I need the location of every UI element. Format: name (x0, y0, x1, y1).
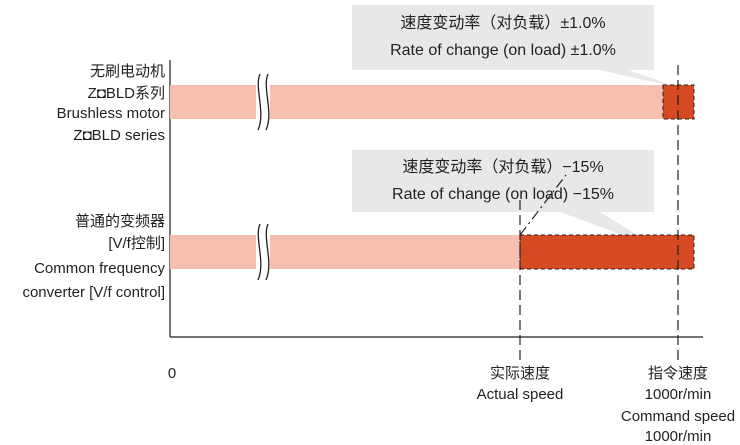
x-tick-command-3: Command speed (621, 408, 735, 425)
bar-vf-change (520, 235, 694, 269)
leader-line-vf (519, 174, 567, 236)
category-label-bldc-3: Brushless motor (57, 105, 165, 122)
axis-break-bldc (256, 73, 270, 131)
x-tick-actual-1: 实际速度 (490, 365, 550, 382)
x-tick-command-4: 1000r/min (645, 428, 712, 445)
axis-break-vf (256, 223, 270, 281)
category-label-bldc-1: 无刷电动机 (90, 63, 165, 80)
callout-vf (352, 150, 658, 248)
category-label-bldc-2: Z◘BLD系列 (88, 85, 165, 102)
category-label-vf-3: Common frequency (34, 260, 165, 277)
bar-bldc (170, 85, 663, 119)
x-tick-actual-2: Actual speed (477, 386, 564, 403)
annotation-bldc-line-1: 速度变动率（对负载）±1.0% (400, 14, 605, 32)
category-label-bldc-4: Z◘BLD series (73, 127, 165, 144)
category-label-vf-4: converter [V/f control] (22, 284, 165, 301)
x-origin-label: 0 (168, 365, 176, 382)
x-tick-command-2: 1000r/min (645, 386, 712, 403)
bar-vf (170, 235, 520, 269)
annotation-vf-line-2: Rate of change (on load) −15% (392, 186, 614, 203)
annotation-bldc-line-2: Rate of change (on load) ±1.0% (390, 42, 616, 59)
category-label-vf-1: 普通的变频器 (75, 213, 165, 230)
callout-bldc (352, 5, 680, 88)
x-tick-command-1: 指令速度 (648, 365, 708, 382)
annotation-vf-line-1: 速度变动率（对负载）−15% (402, 158, 603, 176)
category-label-vf-2: [V/f控制] (108, 235, 165, 252)
